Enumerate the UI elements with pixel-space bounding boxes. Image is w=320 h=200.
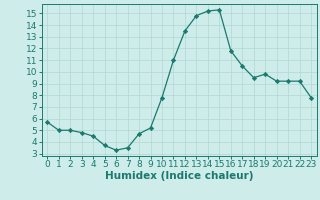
X-axis label: Humidex (Indice chaleur): Humidex (Indice chaleur)	[105, 171, 253, 181]
